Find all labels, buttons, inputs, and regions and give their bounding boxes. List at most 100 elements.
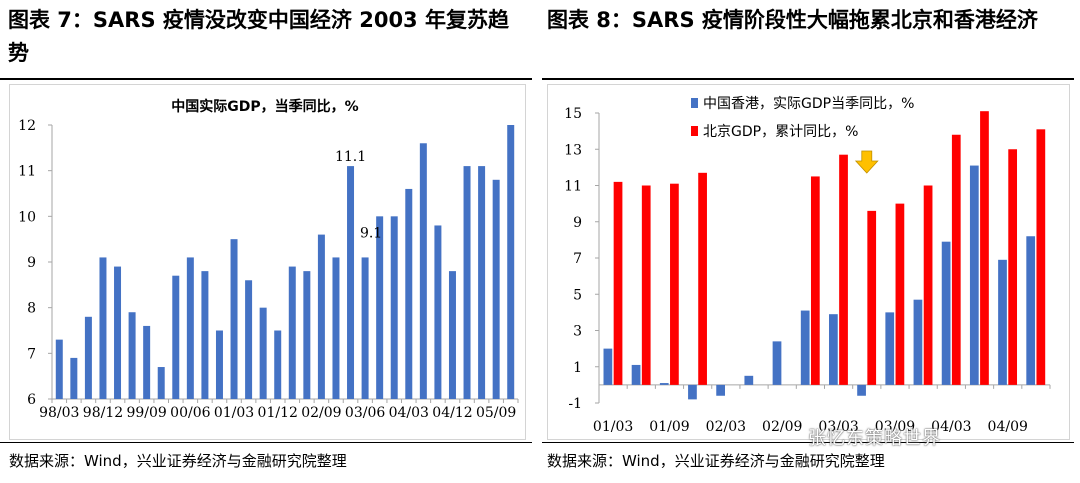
legend-label: 北京GDP，累计同比，% — [703, 124, 858, 140]
bar-05/12 — [507, 125, 515, 399]
bar-03/12 — [390, 216, 398, 399]
beijing-bar-01/12 — [698, 172, 707, 385]
hk-bar-01/12 — [688, 384, 697, 400]
x-tick-label: 02/09 — [301, 405, 341, 421]
bar-04/03 — [405, 188, 413, 399]
x-tick-label: 03/03 — [818, 419, 858, 435]
bar-00/03 — [172, 275, 180, 399]
bar-02/09 — [317, 234, 325, 399]
bar-04/12 — [448, 271, 456, 399]
y-tick-label: 13 — [564, 142, 582, 158]
y-tick-label: -1 — [568, 396, 582, 412]
bar-00/12 — [215, 330, 223, 399]
legend-swatch — [691, 126, 698, 136]
figure-2-top-rule — [542, 78, 1074, 80]
hk-bar-04/03 — [941, 241, 951, 385]
figure-1-source: 数据来源：Wind，兴业证券经济与金融研究院整理 — [9, 452, 347, 470]
y-tick-label: 10 — [18, 209, 36, 225]
legend-label: 中国香港，实际GDP当季同比，% — [703, 96, 914, 112]
x-tick-label: 98/03 — [39, 405, 79, 421]
hk-bar-04/06 — [969, 165, 979, 385]
bar-98/06 — [70, 357, 78, 399]
y-tick-label: 5 — [573, 287, 582, 303]
figure-1-top-rule — [0, 78, 532, 80]
data-label: 11.1 — [335, 149, 366, 165]
y-tick-label: 9 — [573, 215, 582, 231]
beijing-bar-02/12 — [810, 176, 820, 385]
hk-bar-02/09 — [772, 341, 782, 385]
bar-02/03 — [288, 266, 296, 399]
bar-04/09 — [434, 225, 442, 399]
figure-1-bottom-rule — [0, 442, 532, 443]
hk-bar-03/09 — [885, 312, 895, 385]
chart-2-frame — [547, 84, 1070, 440]
figure-2-source: 数据来源：Wind，兴业证券经济与金融研究院整理 — [547, 452, 885, 470]
bar-01/12 — [274, 330, 282, 399]
y-tick-label: 15 — [564, 106, 582, 122]
bar-03/03 — [347, 166, 355, 399]
figure-2-title: 图表 8：SARS 疫情阶段性大幅拖累北京和香港经济 — [547, 8, 1038, 32]
watermark-text: 张忆东策略世界 — [808, 428, 941, 449]
hk-bar-02/06 — [744, 375, 754, 385]
bar-98/03 — [55, 339, 63, 399]
bar-98/12 — [99, 257, 107, 399]
chart-1-title: 中国实际GDP，当季同比，% — [171, 98, 358, 115]
bar-04/06 — [419, 143, 427, 399]
x-tick-label: 01/03 — [593, 419, 633, 435]
y-tick-label: 7 — [27, 346, 36, 362]
hk-bar-03/12 — [913, 299, 923, 385]
hk-bar-01/03 — [603, 348, 613, 385]
y-tick-label: 11 — [564, 179, 582, 195]
x-tick-label: 03/06 — [345, 405, 385, 421]
beijing-bar-04/09 — [1008, 149, 1018, 385]
y-tick-label: 9 — [27, 255, 36, 271]
bar-99/03 — [114, 266, 122, 399]
beijing-bar-04/06 — [980, 111, 989, 385]
y-tick-label: 6 — [27, 392, 36, 408]
bar-05/06 — [478, 166, 486, 399]
x-tick-label: 01/12 — [258, 405, 298, 421]
hk-bar-01/09 — [659, 383, 669, 385]
data-label: 9.1 — [360, 225, 382, 241]
x-tick-label: 99/09 — [126, 405, 166, 421]
y-tick-label: 7 — [573, 251, 582, 267]
beijing-bar-04/12 — [1036, 129, 1046, 385]
hk-bar-04/12 — [1026, 236, 1036, 385]
chart-1-frame — [9, 84, 526, 440]
x-tick-label: 01/09 — [649, 419, 689, 435]
beijing-bar-04/03 — [951, 134, 961, 385]
hk-bar-03/03 — [829, 314, 838, 385]
hk-bar-02/12 — [800, 310, 810, 385]
bar-03/06 — [361, 257, 369, 399]
y-tick-label: 12 — [18, 118, 36, 134]
y-tick-label: 11 — [18, 164, 36, 180]
x-tick-label: 02/09 — [762, 419, 802, 435]
x-tick-label: 04/12 — [432, 405, 472, 421]
bar-00/09 — [201, 271, 209, 399]
legend-swatch — [691, 98, 698, 108]
beijing-bar-01/06 — [641, 185, 651, 385]
x-tick-label: 00/06 — [170, 405, 210, 421]
y-tick-label: 1 — [573, 360, 582, 376]
x-tick-label: 98/12 — [83, 405, 123, 421]
beijing-bar-03/03 — [839, 154, 848, 385]
x-tick-label: 02/03 — [706, 419, 746, 435]
hk-bar-01/06 — [631, 364, 641, 385]
bar-01/06 — [245, 280, 253, 399]
down-arrow-icon — [854, 150, 879, 174]
bar-01/09 — [259, 307, 267, 399]
beijing-bar-03/09 — [895, 203, 905, 385]
hk-bar-03/06 — [857, 384, 866, 396]
bar-03/09 — [376, 216, 384, 399]
x-tick-label: 04/09 — [988, 419, 1028, 435]
bar-05/09 — [492, 179, 500, 399]
bar-02/06 — [303, 271, 311, 399]
beijing-bar-01/09 — [670, 183, 679, 385]
x-tick-label: 03/09 — [875, 419, 915, 435]
x-tick-label: 05/09 — [476, 405, 516, 421]
bar-99/09 — [143, 325, 151, 399]
x-tick-label: 04/03 — [389, 405, 429, 421]
x-tick-label: 04/03 — [931, 419, 971, 435]
beijing-bar-03/12 — [923, 185, 933, 385]
